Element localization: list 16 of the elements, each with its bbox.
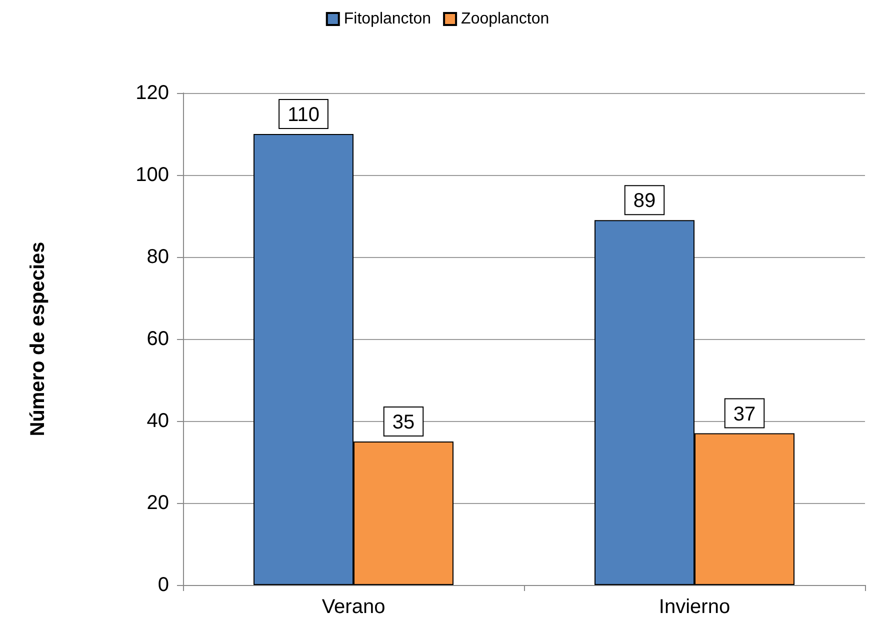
legend-label: Zooplancton [461, 10, 550, 28]
y-tick-label: 80 [146, 246, 169, 268]
y-tick-label: 40 [146, 410, 169, 432]
x-tick-label: Verano [322, 596, 386, 618]
data-label: 89 [633, 190, 656, 212]
y-tick-label: 100 [136, 164, 169, 186]
y-tick-label: 20 [146, 492, 169, 514]
y-tick-label: 120 [136, 82, 169, 104]
data-label: 110 [288, 104, 320, 126]
x-tick-label: Invierno [658, 596, 730, 618]
legend-label: Fitoplancton [344, 10, 432, 28]
data-label: 35 [392, 412, 415, 434]
y-tick-label: 60 [146, 328, 169, 350]
y-tick-label: 0 [158, 574, 169, 596]
data-label: 37 [733, 403, 756, 426]
y-axis-title: Número de especies [27, 242, 49, 436]
